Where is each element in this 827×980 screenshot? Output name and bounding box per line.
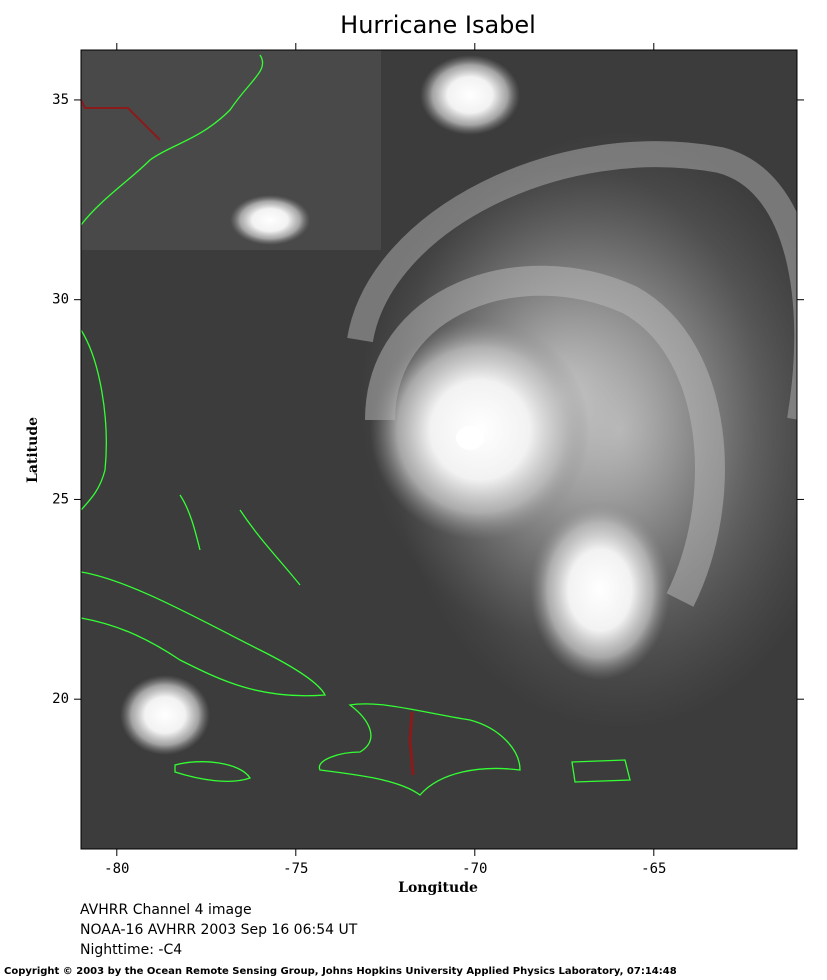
x-tick-label: -75 — [283, 861, 308, 877]
x-axis-label: Longitude — [398, 880, 478, 896]
copyright: Copyright © 2003 by the Ocean Remote Sen… — [4, 966, 677, 977]
title: Hurricane Isabel — [340, 11, 536, 39]
x-tick-label: -80 — [104, 861, 129, 877]
y-tick-label: 20 — [52, 691, 69, 707]
y-tick-label: 30 — [52, 292, 69, 308]
caption-line: NOAA-16 AVHRR 2003 Sep 16 06:54 UT — [80, 922, 358, 938]
x-tick-label: -70 — [462, 861, 487, 877]
y-axis-label: Latitude — [25, 417, 41, 483]
y-tick-label: 35 — [52, 92, 69, 108]
satellite-image — [81, 50, 797, 849]
caption-line: AVHRR Channel 4 image — [80, 902, 252, 918]
caption-line: Nighttime: -C4 — [80, 942, 182, 958]
y-tick-label: 25 — [52, 491, 69, 507]
x-tick-label: -65 — [641, 861, 666, 877]
frame — [80, 49, 798, 850]
